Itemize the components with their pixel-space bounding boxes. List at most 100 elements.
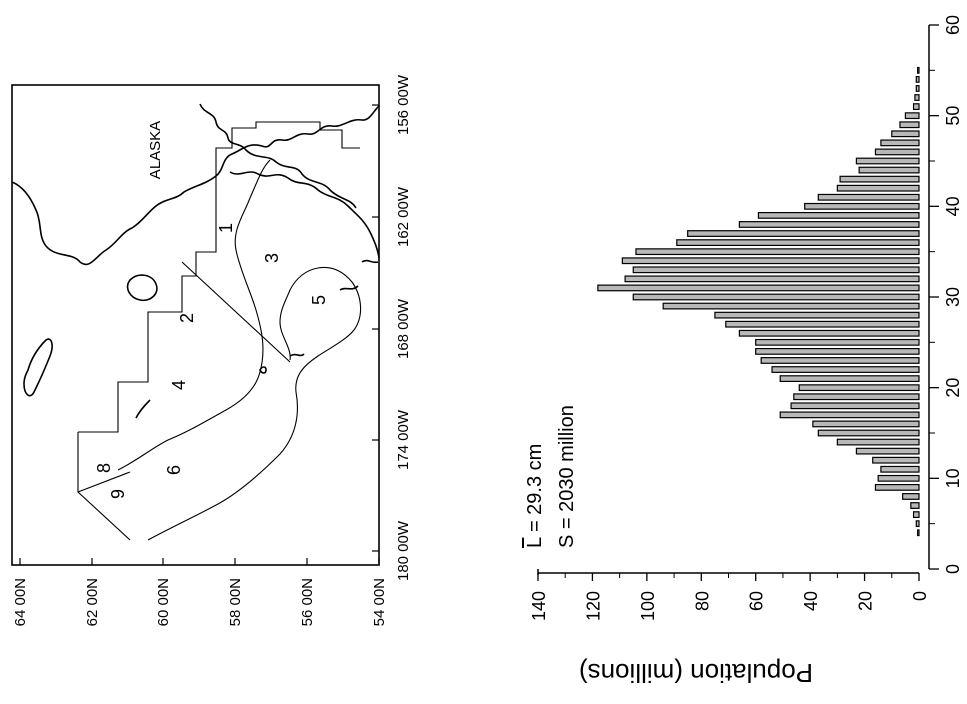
histogram-bar	[817, 193, 920, 201]
histogram-bar	[621, 257, 920, 265]
histogram-bar	[632, 266, 920, 274]
histogram-bar	[632, 293, 920, 301]
histogram-bar	[676, 239, 920, 247]
mean-value: = 29.3 cm	[524, 444, 546, 538]
length-tick-label: 0	[943, 564, 963, 574]
histogram-bar	[917, 529, 920, 537]
survey-west-edge	[77, 432, 131, 541]
length-tick-label: 10	[943, 468, 963, 488]
value-tick-label: 80	[692, 591, 712, 611]
lat-tick-label: 58 00N	[227, 578, 244, 626]
lon-tick-label: 180 00W	[395, 520, 412, 581]
value-tick-label: 100	[638, 591, 658, 621]
survey-area-outline	[78, 121, 360, 433]
histogram-bar	[755, 338, 920, 346]
lon-tick-label: 174 00W	[395, 409, 412, 470]
length-axis: 0 10 20 30 40 50 60	[929, 15, 963, 574]
length-tick-label: 20	[943, 378, 963, 398]
histogram-bar	[738, 221, 920, 228]
length-tick-label: 40	[943, 196, 963, 216]
alaska-peninsula-coast	[229, 171, 380, 259]
lat-tick-label: 56 00N	[299, 578, 316, 626]
histogram-bar	[899, 121, 920, 129]
histogram-bar	[597, 284, 920, 292]
histogram-bar	[915, 520, 920, 528]
lat-tick-label: 64 00N	[12, 578, 29, 626]
histogram-bar	[915, 75, 920, 83]
histogram-bar	[855, 157, 920, 165]
mean-length-annotation: L = 29.3 cm	[524, 444, 546, 548]
histogram-bar	[635, 248, 920, 256]
shelf-contour-100m	[147, 266, 362, 541]
histogram-bar	[779, 375, 920, 383]
lon-tick-label: 156 00W	[395, 74, 412, 135]
histogram-panel: 0 20 40 60 80 100 120 140 0 10 20 30 40 50 60 L = 29.…	[524, 15, 963, 688]
value-tick-label: 120	[583, 591, 603, 621]
histogram-bar	[755, 347, 920, 355]
bars	[597, 66, 920, 537]
value-tick-label: 0	[910, 591, 930, 601]
histogram-bar	[836, 438, 920, 446]
stratum-label: 6	[164, 465, 184, 475]
stratum-label: 3	[262, 253, 282, 263]
histogram-bar	[902, 493, 920, 500]
alaska-coastline	[11, 105, 380, 266]
bristol-bay-coast	[199, 103, 357, 209]
y-axis-title: Population (millions)	[579, 658, 813, 688]
stratum-label: 1	[216, 223, 236, 233]
stratum-label: 4	[169, 380, 189, 390]
histogram-bar	[812, 420, 920, 428]
histogram-bar	[839, 175, 920, 183]
histogram-bar	[855, 447, 920, 455]
histogram-bar	[872, 456, 920, 464]
histogram-bar	[793, 393, 920, 401]
value-tick-label: 20	[856, 591, 876, 611]
histogram-bar	[790, 402, 920, 410]
lon-tick-label: 162 00W	[395, 186, 412, 247]
histogram-bar	[874, 148, 920, 156]
histogram-bar	[817, 429, 920, 437]
histogram-bar	[891, 130, 920, 138]
histogram-bar	[877, 474, 920, 482]
length-tick-label: 30	[943, 287, 963, 307]
st-matthew-island	[135, 399, 151, 419]
histogram-bar	[798, 384, 920, 392]
histogram-bar	[624, 275, 920, 283]
histogram-bar	[915, 85, 920, 92]
histogram-bar	[917, 66, 920, 74]
length-tick-label: 50	[943, 106, 963, 126]
total-population-annotation: S = 2030 million	[556, 405, 578, 548]
histogram-bar	[687, 230, 920, 237]
map-frame	[11, 84, 380, 566]
strata-line-8-9	[77, 471, 131, 493]
histogram-bar	[912, 511, 920, 519]
shelf-contour-50m	[117, 159, 271, 471]
stratum-label: 5	[309, 295, 329, 305]
histogram-bar	[725, 320, 920, 328]
strata-line-1-3	[181, 261, 291, 363]
value-tick-label: 40	[801, 591, 821, 611]
histogram-bar	[662, 302, 920, 310]
stratum-label: 2	[177, 313, 197, 323]
histogram-bar	[771, 366, 920, 373]
histogram-bar	[804, 202, 920, 210]
histogram-bar	[904, 112, 920, 120]
stratum-label: 8	[94, 463, 114, 473]
histogram-bar	[880, 139, 920, 147]
histogram-bar	[760, 357, 920, 364]
stratum-label: 9	[108, 489, 128, 499]
lat-tick-label: 54 00N	[371, 578, 388, 626]
region-label-alaska: ALASKA	[147, 121, 164, 179]
histogram-bar	[912, 103, 920, 111]
lat-tick-label: 62 00N	[84, 578, 101, 626]
histogram-bar	[858, 166, 920, 174]
value-axis: 0 20 40 60 80 100 120 140	[529, 572, 930, 621]
histogram-bar	[914, 94, 920, 101]
nunivak-island	[126, 274, 158, 302]
aleutian-islands	[289, 259, 379, 357]
map-ticks	[19, 104, 380, 565]
histogram-bar	[779, 411, 920, 419]
length-tick-label: 60	[943, 15, 963, 35]
value-tick-label: 140	[529, 591, 549, 621]
